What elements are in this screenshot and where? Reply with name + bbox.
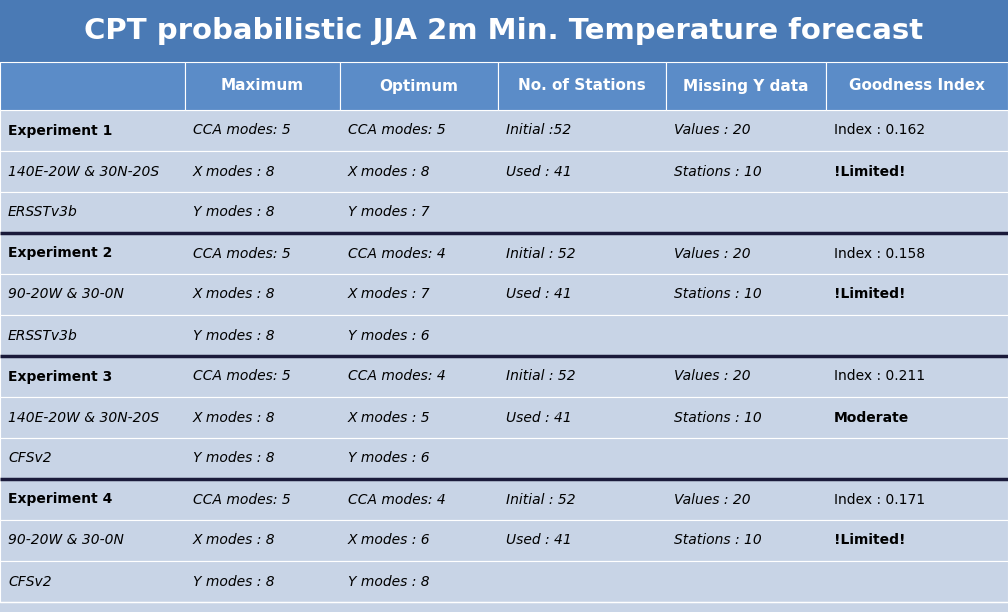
Bar xyxy=(340,62,498,110)
Text: Index : 0.162: Index : 0.162 xyxy=(834,124,925,138)
Text: Index : 0.158: Index : 0.158 xyxy=(834,247,925,261)
Text: Y modes : 8: Y modes : 8 xyxy=(193,452,274,466)
Text: !Limited!: !Limited! xyxy=(834,288,905,302)
Text: Moderate: Moderate xyxy=(834,411,909,425)
Bar xyxy=(0,356,1008,397)
Bar xyxy=(0,520,1008,561)
Text: Used : 41: Used : 41 xyxy=(506,165,572,179)
Text: Used : 41: Used : 41 xyxy=(506,288,572,302)
Text: Initial :52: Initial :52 xyxy=(506,124,572,138)
Bar xyxy=(0,192,1008,233)
Text: ERSSTv3b: ERSSTv3b xyxy=(8,206,78,220)
Bar xyxy=(0,151,1008,192)
Text: CFSv2: CFSv2 xyxy=(8,452,51,466)
Text: Y modes : 7: Y modes : 7 xyxy=(348,206,429,220)
Text: Initial : 52: Initial : 52 xyxy=(506,370,576,384)
Bar xyxy=(498,62,666,110)
Text: Index : 0.171: Index : 0.171 xyxy=(834,493,925,507)
Text: Missing Y data: Missing Y data xyxy=(683,78,808,94)
Text: X modes : 5: X modes : 5 xyxy=(348,411,430,425)
Bar xyxy=(0,110,1008,151)
Text: X modes : 8: X modes : 8 xyxy=(193,534,275,548)
Text: 140E-20W & 30N-20S: 140E-20W & 30N-20S xyxy=(8,411,159,425)
Bar xyxy=(826,62,1008,110)
Bar xyxy=(0,233,1008,274)
Text: Experiment 3: Experiment 3 xyxy=(8,370,112,384)
Text: CCA modes: 5: CCA modes: 5 xyxy=(348,124,446,138)
Text: No. of Stations: No. of Stations xyxy=(518,78,646,94)
Text: X modes : 8: X modes : 8 xyxy=(193,165,275,179)
Text: Experiment 4: Experiment 4 xyxy=(8,493,112,507)
Text: Values : 20: Values : 20 xyxy=(674,124,751,138)
Text: CCA modes: 5: CCA modes: 5 xyxy=(193,493,290,507)
Bar xyxy=(0,561,1008,602)
Text: !Limited!: !Limited! xyxy=(834,534,905,548)
Text: Used : 41: Used : 41 xyxy=(506,534,572,548)
Bar xyxy=(185,62,340,110)
Text: X modes : 8: X modes : 8 xyxy=(193,288,275,302)
Bar xyxy=(0,438,1008,479)
Text: CCA modes: 4: CCA modes: 4 xyxy=(348,370,446,384)
Text: X modes : 6: X modes : 6 xyxy=(348,534,430,548)
Bar xyxy=(0,397,1008,438)
Text: ERSSTv3b: ERSSTv3b xyxy=(8,329,78,343)
Text: Goodness Index: Goodness Index xyxy=(849,78,985,94)
Text: Values : 20: Values : 20 xyxy=(674,247,751,261)
Text: 90-20W & 30-0N: 90-20W & 30-0N xyxy=(8,534,124,548)
Text: CCA modes: 5: CCA modes: 5 xyxy=(193,247,290,261)
Text: Index : 0.211: Index : 0.211 xyxy=(834,370,925,384)
Bar xyxy=(0,62,185,110)
Bar xyxy=(0,0,1008,62)
Text: Experiment 1: Experiment 1 xyxy=(8,124,112,138)
Bar xyxy=(0,479,1008,520)
Text: Used : 41: Used : 41 xyxy=(506,411,572,425)
Text: !Limited!: !Limited! xyxy=(834,165,905,179)
Text: Values : 20: Values : 20 xyxy=(674,493,751,507)
Text: Stations : 10: Stations : 10 xyxy=(674,165,762,179)
Text: Optimum: Optimum xyxy=(379,78,459,94)
Text: Stations : 10: Stations : 10 xyxy=(674,534,762,548)
Bar xyxy=(0,274,1008,315)
Bar xyxy=(0,315,1008,356)
Text: Experiment 2: Experiment 2 xyxy=(8,247,112,261)
Text: CFSv2: CFSv2 xyxy=(8,575,51,589)
Text: Initial : 52: Initial : 52 xyxy=(506,247,576,261)
Text: Stations : 10: Stations : 10 xyxy=(674,411,762,425)
Text: Y modes : 8: Y modes : 8 xyxy=(348,575,429,589)
Text: Y modes : 6: Y modes : 6 xyxy=(348,329,429,343)
Text: CCA modes: 4: CCA modes: 4 xyxy=(348,493,446,507)
Text: 90-20W & 30-0N: 90-20W & 30-0N xyxy=(8,288,124,302)
Text: Maximum: Maximum xyxy=(221,78,304,94)
Text: Y modes : 8: Y modes : 8 xyxy=(193,575,274,589)
Bar xyxy=(666,62,826,110)
Text: CCA modes: 5: CCA modes: 5 xyxy=(193,124,290,138)
Text: CPT probabilistic JJA 2m Min. Temperature forecast: CPT probabilistic JJA 2m Min. Temperatur… xyxy=(85,17,923,45)
Text: Stations : 10: Stations : 10 xyxy=(674,288,762,302)
Text: X modes : 7: X modes : 7 xyxy=(348,288,430,302)
Text: Initial : 52: Initial : 52 xyxy=(506,493,576,507)
Text: X modes : 8: X modes : 8 xyxy=(193,411,275,425)
Text: X modes : 8: X modes : 8 xyxy=(348,165,430,179)
Text: CCA modes: 5: CCA modes: 5 xyxy=(193,370,290,384)
Text: CCA modes: 4: CCA modes: 4 xyxy=(348,247,446,261)
Text: Values : 20: Values : 20 xyxy=(674,370,751,384)
Text: Y modes : 8: Y modes : 8 xyxy=(193,206,274,220)
Text: Y modes : 6: Y modes : 6 xyxy=(348,452,429,466)
Text: Y modes : 8: Y modes : 8 xyxy=(193,329,274,343)
Text: 140E-20W & 30N-20S: 140E-20W & 30N-20S xyxy=(8,165,159,179)
